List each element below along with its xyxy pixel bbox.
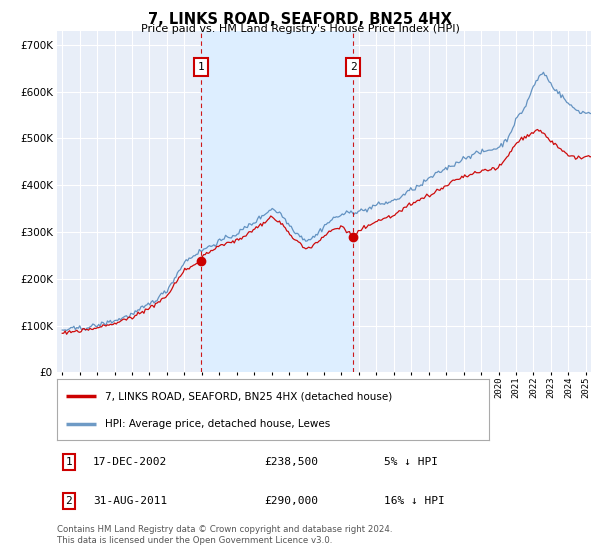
Text: 7, LINKS ROAD, SEAFORD, BN25 4HX (detached house): 7, LINKS ROAD, SEAFORD, BN25 4HX (detach… bbox=[104, 391, 392, 401]
Text: 5% ↓ HPI: 5% ↓ HPI bbox=[384, 457, 438, 467]
Bar bbox=[201, 31, 353, 372]
Text: 17-DEC-2002: 17-DEC-2002 bbox=[93, 457, 167, 467]
Text: Price paid vs. HM Land Registry's House Price Index (HPI): Price paid vs. HM Land Registry's House … bbox=[140, 24, 460, 34]
Text: 16% ↓ HPI: 16% ↓ HPI bbox=[384, 496, 445, 506]
Text: £238,500: £238,500 bbox=[264, 457, 318, 467]
Text: 2: 2 bbox=[350, 62, 356, 72]
Text: 7, LINKS ROAD, SEAFORD, BN25 4HX: 7, LINKS ROAD, SEAFORD, BN25 4HX bbox=[148, 12, 452, 27]
Text: 2: 2 bbox=[65, 496, 73, 506]
Text: Contains HM Land Registry data © Crown copyright and database right 2024.
This d: Contains HM Land Registry data © Crown c… bbox=[57, 525, 392, 545]
Text: 31-AUG-2011: 31-AUG-2011 bbox=[93, 496, 167, 506]
Text: 1: 1 bbox=[65, 457, 73, 467]
Text: 1: 1 bbox=[198, 62, 205, 72]
Text: HPI: Average price, detached house, Lewes: HPI: Average price, detached house, Lewe… bbox=[104, 419, 330, 429]
Text: £290,000: £290,000 bbox=[264, 496, 318, 506]
